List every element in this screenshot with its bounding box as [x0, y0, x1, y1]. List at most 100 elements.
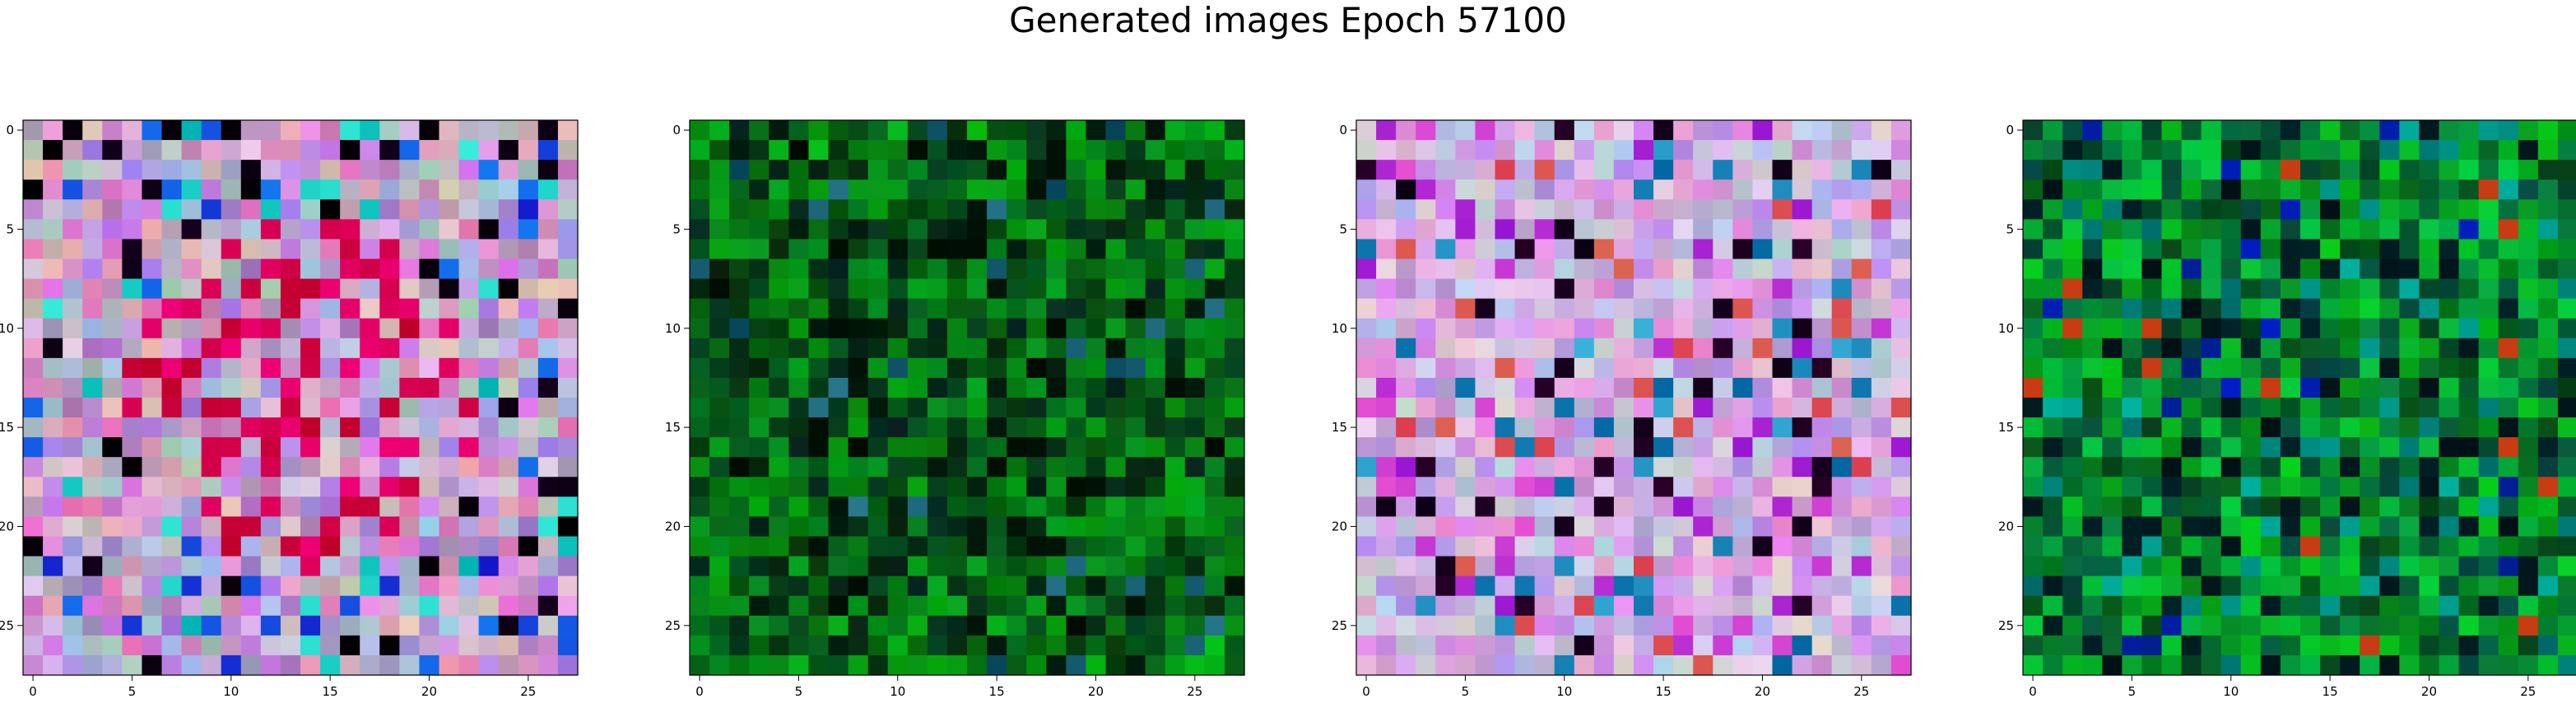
heatmap-cell: [788, 199, 810, 220]
heatmap-cell: [1831, 357, 1853, 379]
heatmap-cell: [1673, 357, 1694, 379]
heatmap-cell: [1732, 437, 1754, 458]
heatmap-cell: [1026, 615, 1047, 636]
heatmap-cell: [946, 357, 968, 379]
heatmap-cell: [1752, 179, 1774, 200]
heatmap-cell: [1026, 417, 1047, 438]
heatmap-cell: [1732, 556, 1754, 577]
heatmap-cell: [1007, 199, 1027, 220]
heatmap-cell: [2458, 635, 2480, 656]
heatmap-cell: [201, 140, 222, 161]
heatmap-cell: [1554, 278, 1575, 300]
heatmap-cell: [1086, 140, 1107, 161]
heatmap-cell: [1613, 219, 1634, 240]
heatmap-cell: [260, 179, 281, 200]
heatmap-cell: [788, 298, 810, 319]
heatmap-cell: [1792, 259, 1813, 280]
heatmap-cell: [1086, 615, 1107, 636]
heatmap-cell: [537, 477, 559, 497]
heatmap-cell: [828, 140, 849, 161]
heatmap-cell: [2320, 199, 2341, 220]
heatmap-cell: [439, 259, 460, 280]
heatmap-cell: [557, 239, 579, 260]
heatmap-cell: [142, 120, 163, 141]
heatmap-cell: [419, 595, 440, 617]
heatmap-cell: [1792, 477, 1813, 497]
heatmap-cell: [201, 437, 222, 458]
heatmap-cell: [439, 377, 460, 398]
heatmap-cell: [690, 536, 710, 557]
heatmap-cell: [2478, 457, 2499, 477]
heatmap-cell: [1204, 298, 1225, 319]
heatmap-cell: [1653, 160, 1674, 180]
heatmap-cell: [2399, 298, 2420, 319]
heatmap-cell: [2439, 556, 2460, 577]
heatmap-cell: [1653, 357, 1674, 379]
heatmap-cell: [1396, 219, 1416, 240]
heatmap-cell: [1851, 160, 1872, 180]
heatmap-cell: [1007, 615, 1027, 636]
heatmap-cell: [2340, 417, 2360, 438]
heatmap-cell: [102, 357, 123, 379]
heatmap-cell: [907, 615, 928, 636]
x-tick-label: 25: [1187, 684, 1202, 699]
heatmap-cell: [1792, 556, 1813, 577]
heatmap-cell: [1376, 575, 1397, 597]
heatmap-cell: [23, 595, 44, 617]
heatmap-cell: [1811, 437, 1833, 458]
heatmap-cell: [320, 140, 341, 161]
heatmap-cell: [280, 140, 301, 161]
heatmap-cell: [1165, 338, 1186, 359]
heatmap-cell: [1165, 477, 1186, 497]
heatmap-cell: [2082, 615, 2103, 636]
heatmap-cell: [1495, 318, 1516, 339]
heatmap-cell: [690, 140, 710, 161]
heatmap-cell: [1772, 516, 1793, 538]
heatmap-cell: [808, 318, 830, 339]
heatmap-cell: [2419, 338, 2440, 359]
heatmap-cell: [2023, 179, 2044, 200]
heatmap-cell: [2340, 259, 2360, 280]
heatmap-cell: [1792, 160, 1813, 180]
heatmap-cell: [709, 457, 730, 477]
heatmap-cell: [1514, 398, 1536, 418]
heatmap-cell: [537, 595, 559, 617]
heatmap-cell: [1204, 278, 1225, 300]
heatmap-cell: [1673, 179, 1694, 200]
heatmap-cell: [2360, 377, 2380, 398]
heatmap-cell: [1125, 516, 1146, 538]
heatmap-cell: [887, 615, 909, 636]
heatmap-cell: [729, 615, 750, 636]
heatmap-cell: [887, 259, 909, 280]
heatmap-cell: [1145, 417, 1166, 438]
heatmap-cell: [2280, 179, 2301, 200]
heatmap-cell: [557, 259, 579, 280]
heatmap-cell: [201, 635, 222, 656]
heatmap-cell: [23, 417, 44, 438]
heatmap-cell: [987, 398, 1007, 418]
heatmap-cell: [2399, 437, 2420, 458]
heatmap-cell: [1653, 239, 1674, 260]
heatmap-cell: [2478, 298, 2499, 319]
heatmap-cell: [300, 278, 321, 300]
heatmap-cell: [1634, 239, 1654, 260]
heatmap-cell: [82, 516, 103, 538]
heatmap-cell: [1396, 179, 1416, 200]
heatmap-cell: [1713, 259, 1733, 280]
heatmap-cell: [828, 199, 849, 220]
heatmap-cell: [1184, 575, 1206, 597]
figure-title: Generated images Epoch 57100: [1009, 0, 1567, 40]
y-tick-label: 20: [665, 519, 681, 533]
heatmap-cell: [260, 160, 281, 180]
heatmap-cell: [1455, 140, 1476, 161]
heatmap-cell: [2458, 398, 2480, 418]
heatmap-cell: [2320, 654, 2341, 676]
heatmap-cell: [2102, 239, 2123, 260]
heatmap-cell: [1007, 477, 1027, 497]
heatmap-cell: [987, 259, 1007, 280]
heatmap-cell: [1772, 219, 1793, 240]
heatmap-cell: [63, 278, 83, 300]
heatmap-cell: [1416, 298, 1436, 319]
heatmap-cell: [221, 615, 242, 636]
heatmap-cell: [23, 160, 44, 180]
